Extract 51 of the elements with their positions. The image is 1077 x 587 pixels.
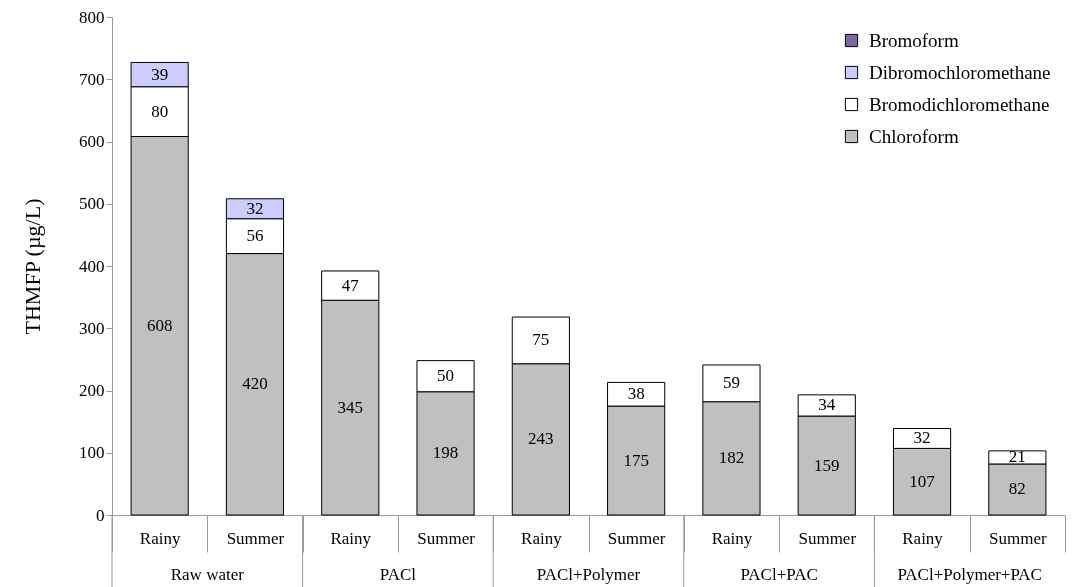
y-tick-label: 700 [79,69,105,89]
y-axis-title: THMFP (µg/L) [20,198,45,335]
y-tick-label: 0 [96,505,105,525]
y-tick-label: 300 [79,318,105,338]
legend-label: Chloroform [869,125,959,147]
y-tick-label: 500 [79,194,105,214]
data-label: 38 [627,384,645,404]
x-tick-label: Summer [989,528,1047,548]
data-label: 345 [337,397,363,417]
x-tick-label: Summer [798,528,857,548]
data-label: 420 [242,374,268,394]
data-label: 243 [528,429,554,449]
data-label: 198 [432,443,459,463]
legend-label: Dibromochloromethane [869,61,1051,83]
text: PACl [379,565,417,584]
x-tick-label: Summer [417,528,476,548]
y-tick-label: 400 [79,256,105,276]
legend-label: Bromoform [869,29,959,51]
data-label: 34 [818,395,836,415]
data-label: 32 [246,198,264,218]
data-label: 39 [151,64,169,84]
data-label: 159 [814,455,840,475]
x-tick-label: Rainy [139,528,181,548]
data-label: 59 [722,373,740,393]
data-label: 80 [151,101,169,121]
x-tick-label: Rainy [711,528,753,548]
data-label: 107 [909,471,936,491]
text: PACl+Polymer+PAC [897,565,1042,584]
data-label: 56 [246,226,264,246]
data-label: 75 [532,330,550,350]
y-tick-label: 200 [79,381,105,400]
y-tick-label: 100 [79,443,105,463]
x-tick-label: Summer [607,528,666,548]
data-label: 32 [913,428,931,448]
x-tick-label: Summer [226,528,285,548]
x-tick-label: Rainy [902,528,944,548]
data-label: 50 [437,366,455,386]
x-tick-label: Rainy [330,528,372,548]
data-label: 47 [341,275,360,295]
x-tick-label: Rainy [521,528,563,548]
text: PACl+Polymer [536,565,641,584]
y-tick-label: 600 [79,132,105,151]
text: Raw water [170,565,245,584]
data-label: 21 [1008,447,1026,467]
data-label: 608 [146,315,173,335]
y-tick-label: 800 [79,7,105,27]
data-label: 175 [623,450,649,470]
legend-label: Bromodichloromethane [869,93,1050,115]
data-label: 182 [718,448,745,468]
data-label: 82 [1008,479,1026,499]
text: PACl+PAC [740,565,818,584]
